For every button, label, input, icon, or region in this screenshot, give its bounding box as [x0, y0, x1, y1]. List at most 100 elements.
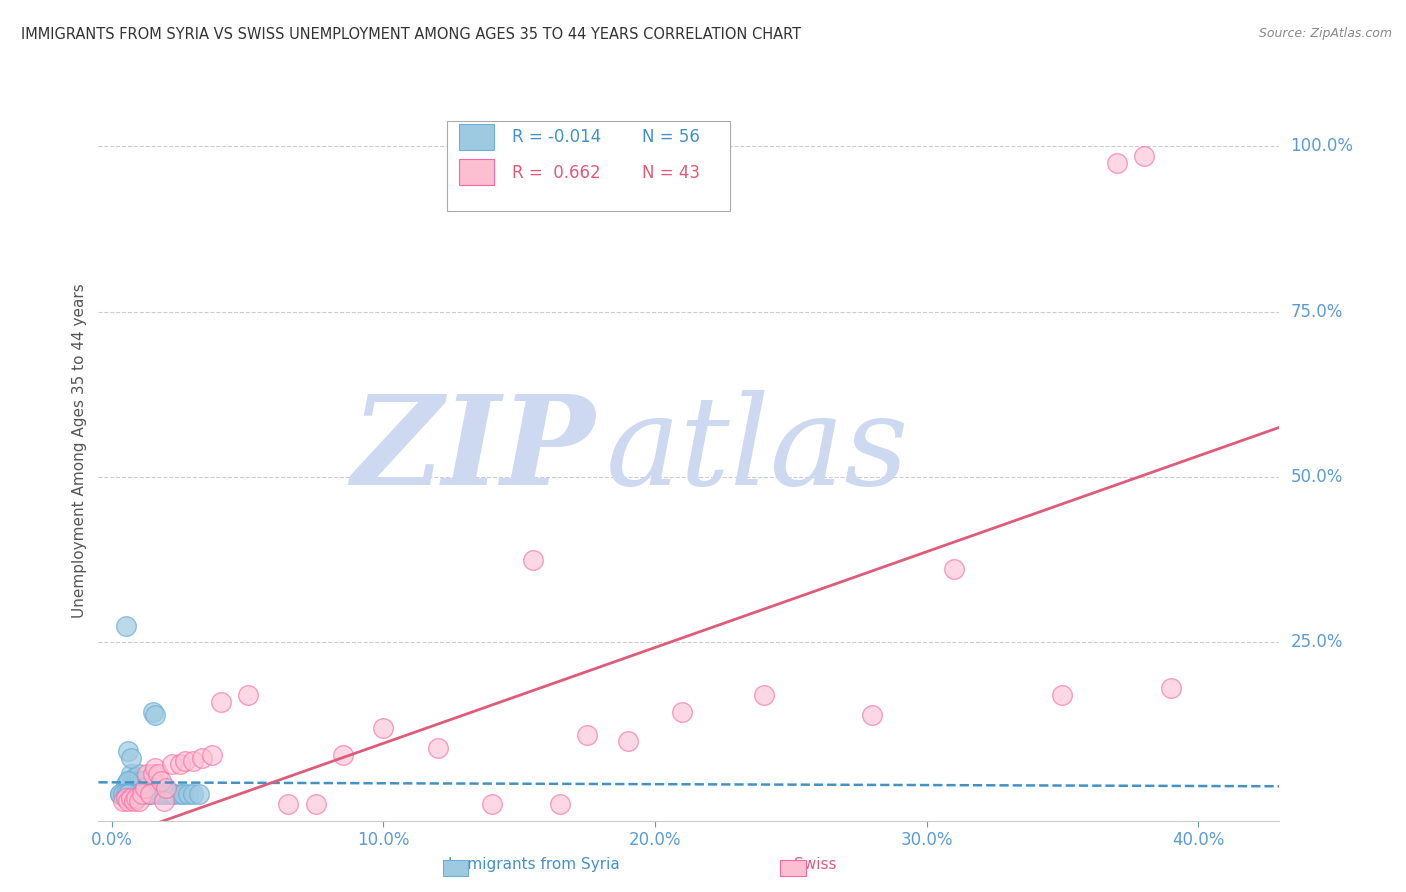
Point — [1052, 688, 1074, 702]
Point — [136, 787, 159, 801]
Point — [136, 767, 159, 781]
Point — [125, 787, 148, 801]
Point — [146, 787, 169, 801]
Text: N = 56: N = 56 — [641, 128, 700, 146]
Point — [145, 761, 167, 775]
Point — [146, 767, 169, 781]
Point — [125, 774, 148, 789]
Point — [152, 787, 174, 801]
Point — [332, 747, 354, 762]
Point — [114, 787, 136, 801]
Point — [125, 790, 148, 805]
Point — [548, 797, 571, 811]
Point — [120, 780, 142, 795]
Point — [139, 787, 162, 801]
Point — [617, 734, 640, 748]
Text: IMMIGRANTS FROM SYRIA VS SWISS UNEMPLOYMENT AMONG AGES 35 TO 44 YEARS CORRELATIO: IMMIGRANTS FROM SYRIA VS SWISS UNEMPLOYM… — [21, 27, 801, 42]
Point — [128, 787, 150, 801]
Point — [134, 780, 156, 795]
Point — [1132, 149, 1154, 163]
Point — [117, 774, 139, 789]
FancyBboxPatch shape — [458, 124, 494, 150]
Point — [149, 787, 172, 801]
Text: R =  0.662: R = 0.662 — [512, 164, 600, 182]
Point — [172, 787, 194, 801]
Text: ZIP: ZIP — [350, 390, 595, 511]
Point — [1105, 156, 1128, 170]
Point — [145, 707, 167, 722]
Point — [120, 767, 142, 781]
Point — [373, 721, 395, 735]
Point — [142, 705, 165, 719]
Point — [111, 787, 134, 801]
Point — [152, 794, 174, 808]
Point — [120, 787, 142, 801]
Point — [131, 780, 153, 795]
Point — [111, 787, 134, 801]
Text: 75.0%: 75.0% — [1291, 302, 1343, 320]
Point — [183, 787, 205, 801]
Text: R = -0.014: R = -0.014 — [512, 128, 600, 146]
Point — [576, 728, 599, 742]
Point — [108, 787, 131, 801]
Point — [122, 787, 145, 801]
Point — [128, 780, 150, 795]
Point — [136, 780, 159, 795]
Point — [131, 787, 153, 801]
Point — [131, 787, 153, 801]
Text: Source: ZipAtlas.com: Source: ZipAtlas.com — [1258, 27, 1392, 40]
Text: atlas: atlas — [606, 390, 910, 511]
Point — [117, 744, 139, 758]
Point — [117, 774, 139, 789]
Point — [134, 787, 156, 801]
Point — [183, 754, 205, 768]
Point — [752, 688, 775, 702]
Text: 50.0%: 50.0% — [1291, 468, 1343, 486]
Point — [125, 787, 148, 801]
Point — [942, 562, 965, 576]
Point — [277, 797, 299, 811]
Text: N = 43: N = 43 — [641, 164, 700, 182]
Point — [134, 787, 156, 801]
Point — [114, 790, 136, 805]
Point — [122, 784, 145, 798]
Point — [108, 787, 131, 801]
Point — [131, 774, 153, 789]
Point — [1160, 681, 1182, 696]
Point — [122, 771, 145, 785]
Point — [128, 794, 150, 808]
Point — [114, 618, 136, 632]
Point — [304, 797, 326, 811]
Point — [169, 757, 191, 772]
Point — [190, 751, 212, 765]
Point — [169, 787, 191, 801]
Text: 25.0%: 25.0% — [1291, 633, 1343, 651]
Point — [128, 767, 150, 781]
Point — [163, 787, 186, 801]
Point — [117, 794, 139, 808]
Point — [128, 774, 150, 789]
FancyBboxPatch shape — [447, 121, 730, 211]
Text: Swiss: Swiss — [794, 857, 837, 872]
Point — [160, 787, 183, 801]
Point — [114, 787, 136, 801]
Point — [155, 787, 177, 801]
Point — [174, 754, 197, 768]
Point — [111, 794, 134, 808]
Point — [122, 787, 145, 801]
Point — [860, 707, 883, 722]
Text: 100.0%: 100.0% — [1291, 137, 1354, 155]
Text: Immigrants from Syria: Immigrants from Syria — [449, 857, 620, 872]
Point — [122, 794, 145, 808]
Point — [187, 787, 209, 801]
Point — [177, 787, 200, 801]
Point — [120, 790, 142, 805]
Point — [481, 797, 503, 811]
Point — [155, 780, 177, 795]
Y-axis label: Unemployment Among Ages 35 to 44 years: Unemployment Among Ages 35 to 44 years — [72, 283, 87, 618]
Point — [139, 787, 162, 801]
Point — [120, 751, 142, 765]
Point — [125, 780, 148, 795]
Point — [111, 787, 134, 801]
FancyBboxPatch shape — [458, 160, 494, 186]
